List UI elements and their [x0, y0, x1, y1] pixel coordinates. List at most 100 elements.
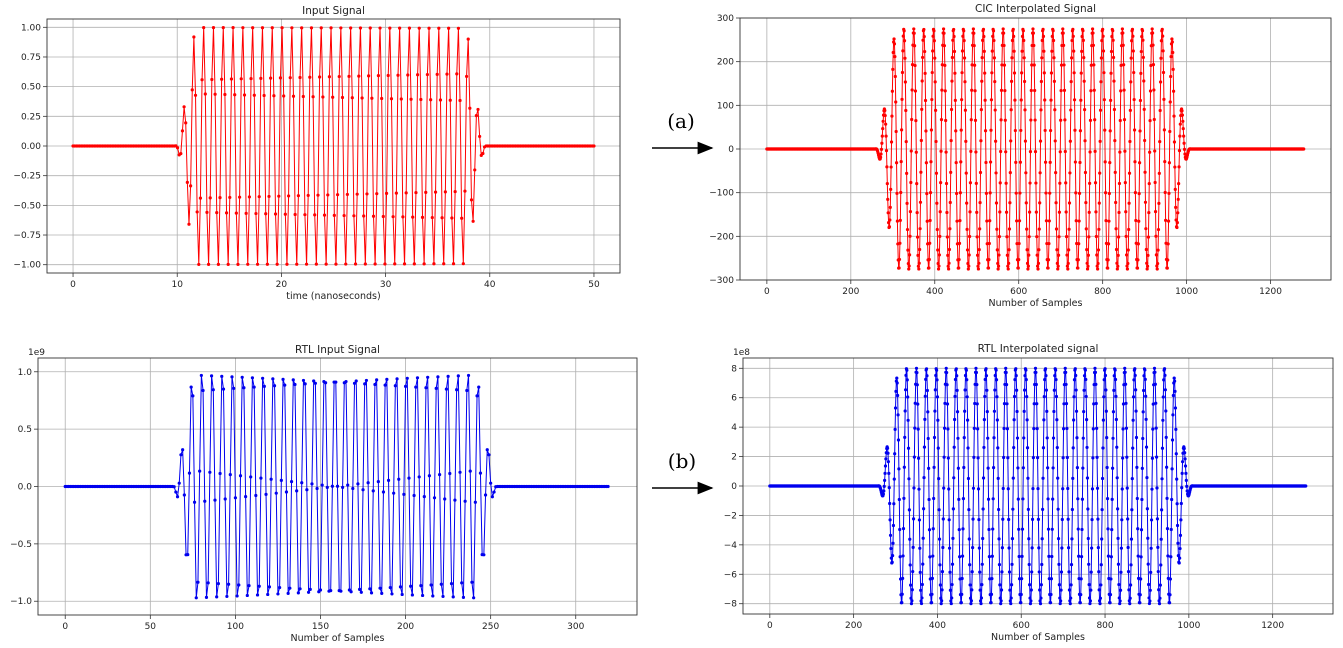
data-point: [447, 26, 451, 30]
data-point: [1159, 39, 1164, 43]
data-point: [1036, 264, 1040, 268]
data-point: [941, 545, 945, 550]
data-point: [1156, 261, 1160, 266]
data-point: [964, 139, 968, 143]
data-point: [936, 418, 940, 422]
data-point: [380, 591, 384, 595]
data-point: [886, 220, 891, 225]
data-point: [1052, 56, 1056, 60]
data-point: [951, 38, 955, 42]
data-point: [357, 74, 361, 78]
data-point: [289, 479, 294, 484]
data-point: [996, 261, 1000, 266]
data-point: [971, 517, 975, 521]
data-point: [1059, 89, 1063, 93]
data-point: [883, 471, 887, 475]
data-point: [432, 496, 437, 500]
data-point: [928, 555, 932, 559]
data-point: [1049, 577, 1054, 581]
data-point: [1049, 128, 1053, 133]
data-point: [1164, 435, 1168, 439]
data-point: [1155, 264, 1159, 268]
data-point: [1002, 455, 1006, 460]
data-point: [961, 34, 965, 38]
series-markers: [71, 25, 596, 267]
data-point: [359, 590, 363, 594]
data-point: [259, 476, 263, 480]
data-point: [1064, 210, 1068, 214]
data-point: [261, 376, 265, 380]
data-point: [368, 26, 372, 30]
data-point: [1145, 264, 1150, 268]
data-point: [907, 253, 912, 257]
data-point: [415, 376, 420, 380]
data-point: [376, 74, 381, 78]
data-point: [1175, 225, 1179, 230]
x-tick-label: 40: [484, 280, 496, 290]
data-point: [962, 56, 967, 60]
data-point: [963, 373, 968, 378]
data-point: [1110, 497, 1114, 501]
data-point: [189, 385, 193, 389]
data-point: [1139, 49, 1143, 54]
data-point: [1153, 370, 1157, 374]
data-point: [211, 26, 216, 30]
data-point: [435, 72, 439, 76]
data-point: [1022, 388, 1027, 392]
data-point: [1176, 211, 1180, 215]
data-point: [883, 478, 887, 482]
data-point: [1156, 227, 1161, 232]
data-point: [376, 479, 380, 484]
data-point: [1123, 181, 1127, 185]
data-point: [1174, 205, 1178, 209]
data-point: [198, 469, 202, 473]
data-point: [992, 38, 996, 43]
data-point: [1143, 377, 1147, 382]
data-point: [352, 214, 356, 218]
annotation-b-label: (b): [668, 449, 696, 473]
data-point: [1144, 445, 1149, 449]
data-point: [1135, 496, 1139, 501]
data-point: [309, 26, 314, 30]
y-offset-text: 1e9: [28, 348, 45, 358]
data-point: [1110, 34, 1114, 39]
data-point: [1131, 34, 1135, 38]
data-point: [1066, 486, 1070, 491]
data-point: [431, 594, 435, 598]
data-point: [282, 94, 286, 98]
data-point: [921, 562, 925, 566]
data-point: [928, 191, 933, 195]
data-point: [198, 196, 203, 200]
data-point: [949, 139, 953, 143]
data-point: [907, 267, 911, 271]
data-point: [1149, 570, 1153, 574]
data-point: [239, 77, 243, 81]
data-point: [1074, 373, 1078, 378]
data-point: [1116, 507, 1120, 511]
x-axis-label: Number of Samples: [989, 298, 1083, 309]
data-point: [1076, 258, 1080, 262]
data-point: [1063, 149, 1067, 154]
data-point: [977, 261, 981, 265]
data-point: [301, 94, 305, 99]
data-point: [995, 227, 999, 231]
data-point: [1165, 527, 1170, 531]
data-point: [1071, 446, 1075, 450]
data-point: [912, 27, 916, 31]
data-point: [209, 374, 214, 378]
data-point: [1009, 601, 1013, 606]
data-point: [1139, 71, 1143, 75]
data-point: [1038, 201, 1042, 205]
data-point: [1025, 418, 1029, 422]
data-point: [1153, 382, 1157, 386]
data-point: [1117, 235, 1121, 239]
data-point: [886, 451, 890, 455]
data-point: [886, 211, 890, 215]
data-point: [1038, 601, 1043, 606]
data-point: [987, 555, 991, 559]
data-point: [1105, 436, 1109, 440]
data-point: [1049, 98, 1053, 102]
data-point: [991, 497, 995, 501]
data-point: [1099, 563, 1103, 567]
